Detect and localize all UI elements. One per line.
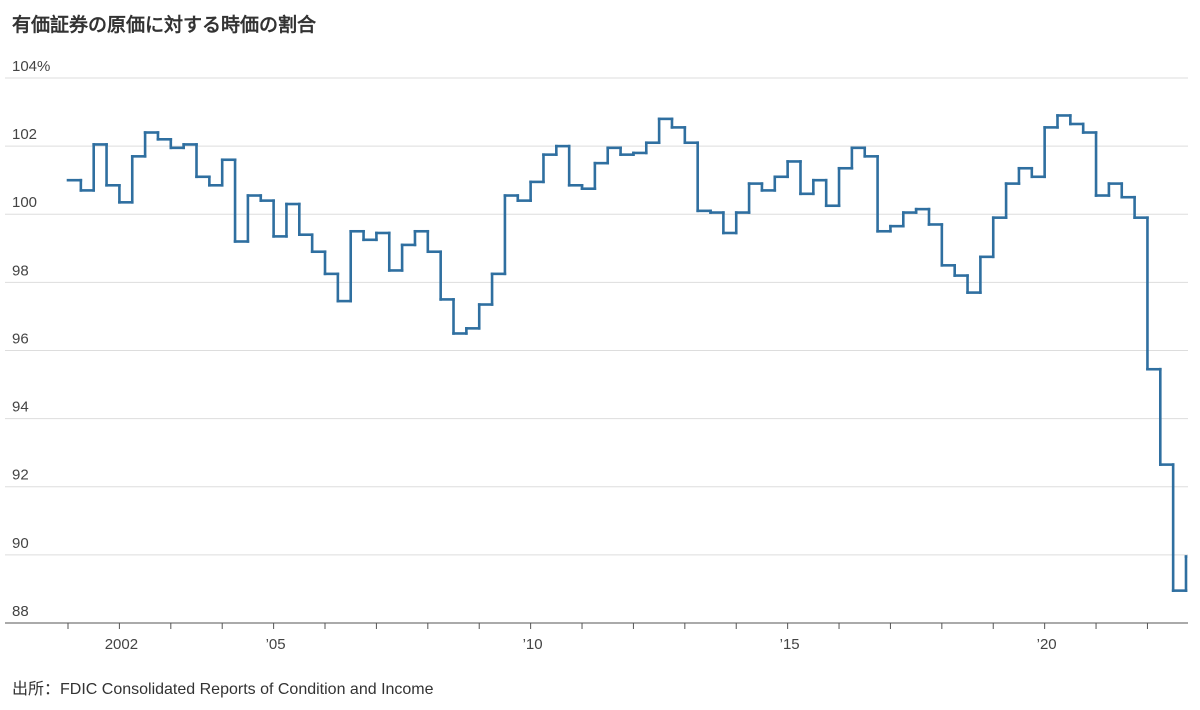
y-tick-label: 88 [12, 603, 29, 620]
y-tick-label: 98 [12, 262, 29, 279]
y-tick-label: 96 [12, 330, 29, 347]
x-tick-label: ’20 [1037, 636, 1057, 653]
x-tick-label: 2002 [105, 636, 138, 653]
chart-title: 有価証券の原価に対する時価の割合 [12, 13, 317, 36]
y-tick-label: 100 [12, 194, 37, 211]
y-tick-label: 94 [12, 399, 29, 416]
x-tick-label: ’10 [523, 636, 543, 653]
y-tick-label: 102 [12, 126, 37, 143]
x-tick-label: ’15 [780, 636, 800, 653]
source-note: 出所：FDIC Consolidated Reports of Conditio… [12, 680, 434, 698]
y-tick-label: 92 [12, 467, 29, 484]
x-tick-label: ’05 [266, 636, 286, 653]
y-tick-label: 90 [12, 535, 29, 552]
y-tick-label: 104% [12, 58, 50, 75]
